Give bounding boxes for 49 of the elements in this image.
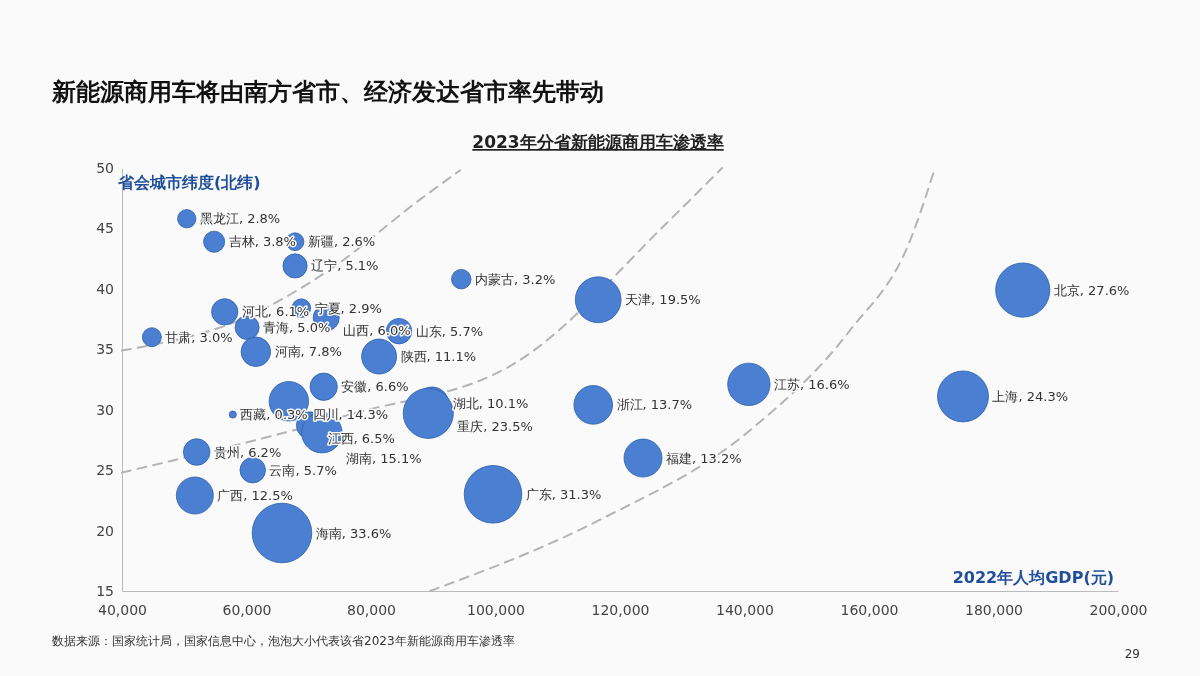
data-label: 江苏, 16.6% [774,376,850,392]
data-label: 云南, 5.7% [269,462,337,478]
data-label: 重庆, 23.5% [457,418,533,434]
data-label: 湖北, 10.1% [452,396,529,412]
data-label: 山东, 5.7% [415,323,484,339]
x-axis-title: 2022年人均GDP(元) [952,568,1114,587]
data-label: 河南, 7.8% [274,344,342,360]
data-label: 新疆, 2.6% [307,234,376,250]
data-label: 海南, 33.6% [315,525,392,541]
data-label: 浙江, 13.7% [616,397,693,413]
y-axis-title: 省会城市纬度(北纬) [117,173,261,192]
x-tick-label: 80,000 [347,601,396,618]
y-tick-label: 40 [96,280,114,297]
x-tick-label: 180,000 [965,601,1023,618]
data-label: 上海, 24.3% [992,388,1069,404]
y-tick-label: 50 [96,159,114,176]
y-tick-label: 25 [96,462,114,479]
data-label: 广东, 31.3% [525,486,602,502]
text: 29 [1124,647,1140,661]
data-label: 广西, 12.5% [217,488,293,504]
data-label: 北京, 27.6% [1053,282,1130,298]
chart-subtitle: 2023年分省新能源商用车渗透率 [472,132,724,152]
x-tick-label: 60,000 [222,601,272,618]
data-label: 江西, 6.5% [327,430,395,446]
data-label: 甘肃, 3.0% [165,329,233,345]
x-tick-label: 40,000 [98,601,147,618]
y-tick-label: 35 [96,341,114,358]
data-label: 辽宁, 5.1% [311,258,379,274]
data-label: 青海, 5.0% [263,320,331,336]
x-tick-label: 120,000 [591,601,650,618]
data-label: 黑龙江, 2.8% [199,211,281,227]
data-label: 安徽, 6.6% [341,379,409,395]
chart-title: 新能源商用车将由南方省市、经济发达省市率先带动 [51,78,604,106]
x-tick-label: 100,000 [467,601,525,618]
source-note: 数据来源：国家统计局，国家信息中心，泡泡大小代表该省2023年新能源商用车渗透率 [52,634,515,648]
data-label: 天津, 19.5% [625,292,701,308]
x-tick-label: 160,000 [840,601,899,618]
data-label: 福建, 13.2% [666,450,742,466]
data-label: 西藏, 0.3% [240,407,308,423]
data-label: 湖南, 15.1% [346,451,422,467]
data-label: 贵州, 6.2% [213,444,282,460]
data-label: 陕西, 11.1% [400,349,477,365]
y-tick-label: 15 [96,582,114,599]
y-tick-label: 30 [96,401,114,418]
x-tick-label: 140,000 [716,601,774,618]
y-tick-label: 45 [96,220,114,237]
x-tick-label: 200,000 [1089,601,1148,618]
y-tick-label: 20 [96,522,114,539]
data-label: 内蒙古, 3.2% [475,271,556,287]
